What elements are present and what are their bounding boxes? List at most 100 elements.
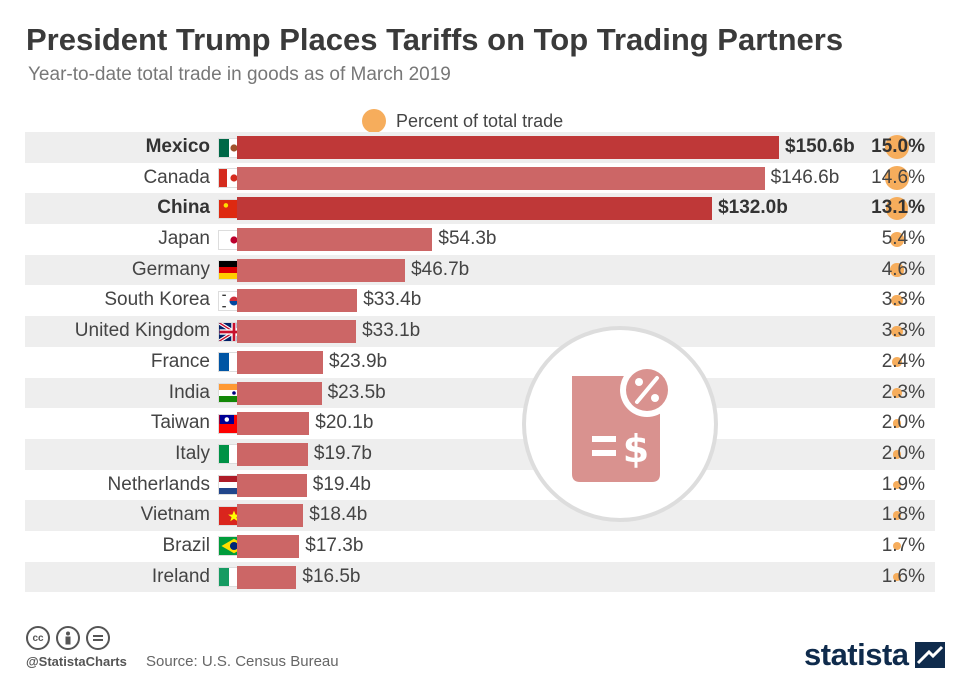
- percent-dot: [893, 573, 901, 581]
- percent-label: 1.7%: [881, 534, 925, 556]
- country-label: Mexico: [145, 136, 210, 157]
- percent-label: 1.9%: [881, 473, 925, 495]
- chart-subtitle: Year-to-date total trade in goods as of …: [28, 64, 451, 85]
- bar: [237, 381, 322, 405]
- bar: [237, 197, 713, 221]
- table-row: Japan $54.3b 5.4%: [25, 224, 935, 255]
- brand-name: statista: [804, 637, 909, 672]
- percent-dot: [893, 542, 902, 551]
- country-label: India: [168, 381, 210, 403]
- svg-text:$: $: [623, 427, 649, 471]
- bar-chart: Mexico $150.6b 15.0% Canada $146.6b 14.6% Chin…: [25, 132, 935, 593]
- by-icon: [56, 626, 80, 650]
- percent-label: 1.6%: [881, 565, 925, 587]
- percent-label: 1.8%: [881, 504, 925, 526]
- country-label: Netherlands: [107, 473, 210, 495]
- value-label: $16.5b: [302, 565, 361, 587]
- percent-label: 2.3%: [881, 381, 925, 403]
- country-label: United Kingdom: [74, 320, 210, 342]
- table-row: Vietnam $18.4b 1.8%: [25, 500, 935, 531]
- percent-label: 3.3%: [881, 320, 925, 342]
- value-label: $20.1b: [315, 412, 374, 434]
- percent-dot: [892, 511, 902, 520]
- legend: Percent of total trade: [362, 109, 563, 133]
- cc-icon: cc: [26, 626, 50, 650]
- bar: [237, 473, 307, 497]
- country-label: Vietnam: [140, 504, 210, 526]
- percent-label: 15.0%: [871, 136, 925, 157]
- country-label: Taiwan: [150, 412, 210, 434]
- country-label: Ireland: [151, 565, 210, 587]
- percent-label: 2.0%: [881, 442, 925, 464]
- license-icons: cc: [26, 626, 110, 650]
- percent-label: 2.4%: [881, 350, 925, 372]
- table-row: Ireland $16.5b 1.6%: [25, 561, 935, 593]
- percent-dot: [889, 232, 905, 247]
- percent-label: 5.4%: [881, 228, 925, 250]
- percent-label: 2.0%: [881, 412, 925, 434]
- bar: [237, 442, 308, 466]
- percent-label: 4.6%: [881, 258, 925, 280]
- bar: [237, 258, 406, 282]
- value-label: $17.3b: [305, 534, 364, 556]
- percent-dot: [891, 295, 903, 307]
- country-label: Germany: [131, 258, 210, 280]
- country-label: Brazil: [162, 534, 210, 556]
- country-label: South Korea: [104, 289, 210, 311]
- value-label: $23.9b: [329, 350, 388, 372]
- table-row: France $23.9b 2.4%: [25, 347, 935, 378]
- country-label: Japan: [158, 228, 210, 250]
- percent-dot: [885, 135, 909, 160]
- country-label: Canada: [143, 166, 210, 188]
- tariff-receipt-icon: $: [522, 326, 718, 522]
- bar: [237, 166, 765, 190]
- value-label: $33.1b: [362, 320, 421, 342]
- table-row: Taiwan $20.1b 2.0%: [25, 408, 935, 439]
- nd-icon: [86, 626, 110, 650]
- percent-dot: [892, 419, 902, 428]
- value-label: $146.6b: [770, 166, 840, 188]
- bar: [237, 289, 358, 313]
- value-label: $150.6b: [785, 136, 855, 157]
- percent-label: 13.1%: [871, 197, 925, 219]
- statista-logo-icon: [914, 642, 945, 668]
- table-row: Italy $19.7b 2.0%: [25, 438, 935, 470]
- table-row: Netherlands $19.4b 1.9%: [25, 470, 935, 501]
- percent-dot: [892, 388, 902, 398]
- country-label: Italy: [175, 442, 210, 464]
- value-label: $23.5b: [327, 381, 386, 403]
- percent-dot: [885, 197, 909, 220]
- value-label: $54.3b: [438, 228, 497, 250]
- table-row: China $132.0b 13.1%: [25, 193, 935, 225]
- percent-label: 3.3%: [881, 289, 925, 311]
- bar: [237, 412, 310, 436]
- legend-label: Percent of total trade: [396, 110, 564, 131]
- percent-dot: [891, 325, 903, 338]
- table-row: India $23.5b 2.3%: [25, 377, 935, 409]
- bar: [237, 228, 433, 252]
- percent-dot: [885, 166, 909, 190]
- table-row: South Korea $33.4b 3.3%: [25, 285, 935, 316]
- bar: [237, 565, 297, 589]
- table-row: Germany $46.7b 4.6%: [25, 254, 935, 286]
- percent-label: 14.6%: [871, 166, 925, 188]
- bar: [237, 136, 779, 159]
- legend-dot-icon: [362, 109, 386, 133]
- value-label: $132.0b: [718, 197, 788, 219]
- country-label: France: [150, 350, 210, 372]
- bar: [237, 534, 300, 558]
- value-label: $18.4b: [309, 504, 368, 526]
- table-row: Mexico $150.6b 15.0%: [25, 132, 935, 163]
- table-row: United Kingdom $33.1b 3.3%: [25, 316, 935, 347]
- chart-title: President Trump Places Tariffs on Top Tr…: [26, 22, 844, 57]
- value-label: $33.4b: [363, 289, 422, 311]
- percent-dot: [892, 357, 902, 367]
- table-row: Brazil $17.3b 1.7%: [25, 531, 935, 562]
- source-note: Source: U.S. Census Bureau: [146, 653, 339, 670]
- statista-logo[interactable]: statista: [804, 637, 945, 673]
- bar: [237, 320, 357, 344]
- statista-handle[interactable]: @StatistaCharts: [26, 654, 127, 669]
- value-label: $19.7b: [313, 442, 373, 464]
- percent-dot: [892, 449, 902, 459]
- country-label: China: [157, 197, 210, 219]
